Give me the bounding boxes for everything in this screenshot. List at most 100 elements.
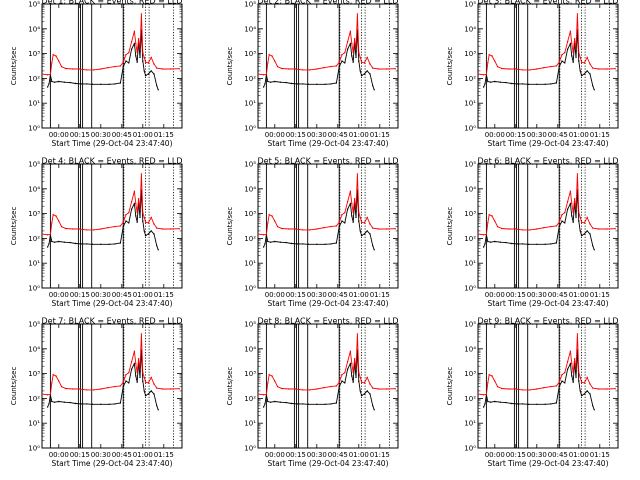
data-point-events <box>142 220 144 222</box>
data-point-events <box>142 60 144 62</box>
data-point-lld <box>487 382 489 384</box>
data-point-lld <box>586 56 588 59</box>
data-point-lld <box>346 41 349 43</box>
data-point-lld <box>580 61 583 63</box>
data-point-events <box>484 243 486 245</box>
x-axis-label: Start Time (29-Oct-04 23:47:40) <box>51 459 172 468</box>
data-point-lld <box>281 67 283 70</box>
x-tick-label: 01:15 <box>370 451 390 459</box>
data-point-events <box>578 60 580 62</box>
data-point-lld <box>133 30 136 32</box>
x-axis-label: Start Time (29-Oct-04 23:47:40) <box>487 299 608 308</box>
x-tick-label: 00:45 <box>328 451 348 459</box>
data-point-lld <box>482 74 485 76</box>
y-tick-label: 10⁵ <box>464 1 476 9</box>
data-point-events <box>335 402 338 404</box>
data-point-lld <box>55 55 57 57</box>
data-point-events <box>360 74 363 77</box>
data-point-lld <box>344 211 346 214</box>
y-tick-label: 10⁵ <box>244 321 256 329</box>
data-point-events <box>114 83 116 85</box>
data-point-lld <box>508 388 510 390</box>
x-tick-label: 00:30 <box>307 291 327 299</box>
x-tick-label: 00:00 <box>485 291 505 299</box>
data-point-lld <box>363 382 366 384</box>
x-axis-label: Start Time (29-Oct-04 23:47:40) <box>51 299 172 308</box>
panel-title: Det 4: BLACK = Events, RED = LLD <box>42 157 183 166</box>
data-point-lld <box>122 381 124 383</box>
data-point-lld <box>130 361 133 363</box>
data-point-lld <box>144 381 147 383</box>
data-point-lld <box>42 73 43 75</box>
data-point-events <box>133 43 136 45</box>
y-tick-label: 10² <box>28 395 40 403</box>
data-point-events <box>122 385 124 388</box>
y-tick-label: 10⁴ <box>28 25 40 33</box>
data-point-events <box>359 390 361 392</box>
data-point-events <box>46 86 49 88</box>
data-point-events <box>355 376 357 379</box>
data-point-lld <box>128 51 130 54</box>
data-point-events <box>108 83 110 86</box>
x-tick-label: 00:15 <box>286 131 306 139</box>
data-point-events <box>100 403 102 405</box>
data-point-lld <box>274 60 276 62</box>
data-point-lld <box>309 389 311 391</box>
data-point-lld <box>161 388 164 390</box>
y-tick-label: 10⁰ <box>464 125 476 133</box>
y-axis-label: Counts/sec <box>226 47 234 86</box>
data-point-events <box>290 402 293 405</box>
data-point-lld <box>494 220 496 222</box>
data-point-lld <box>135 203 137 205</box>
data-point-lld <box>119 65 122 67</box>
data-point-events <box>147 233 150 235</box>
data-point-lld <box>571 203 573 205</box>
data-point-lld <box>271 55 273 57</box>
data-point-lld <box>93 229 95 231</box>
data-point-events <box>74 402 77 405</box>
data-point-lld <box>349 190 352 192</box>
data-point-lld <box>360 221 363 223</box>
data-point-lld <box>575 208 577 210</box>
x-tick-label: 01:15 <box>154 131 174 139</box>
data-point-events <box>522 83 524 85</box>
data-point-events <box>572 221 574 223</box>
data-point-events <box>274 80 276 83</box>
data-point-events <box>135 215 137 217</box>
data-point-lld <box>170 388 172 390</box>
y-tick-label: 10² <box>464 395 476 403</box>
data-point-lld <box>125 54 127 56</box>
x-tick-label: 01:00 <box>133 131 153 139</box>
data-point-lld <box>143 216 145 219</box>
data-point-events <box>352 221 354 223</box>
data-point-events <box>135 55 137 57</box>
panel-title: Det 6: BLACK = Events, RED = LLD <box>478 157 619 166</box>
y-tick-label: 10³ <box>28 210 40 218</box>
data-point-events <box>153 393 155 395</box>
x-tick-label: 01:00 <box>569 451 589 459</box>
data-point-lld <box>136 371 138 374</box>
data-point-lld <box>72 68 74 70</box>
data-point-lld <box>60 65 63 68</box>
data-point-events <box>267 240 269 243</box>
x-tick-label: 00:00 <box>49 291 69 299</box>
y-tick-label: 10³ <box>244 210 256 218</box>
data-point-events <box>147 73 150 75</box>
data-point-lld <box>130 201 133 203</box>
data-point-lld <box>561 54 563 56</box>
data-point-events <box>114 403 116 405</box>
data-point-lld <box>265 73 268 76</box>
data-point-events <box>302 243 304 245</box>
data-point-lld <box>295 388 297 390</box>
data-point-lld <box>356 173 359 175</box>
series-line-events <box>483 189 595 250</box>
x-tick-label: 00:45 <box>328 131 348 139</box>
data-point-events <box>555 402 558 404</box>
data-point-lld <box>276 225 279 228</box>
data-point-lld <box>349 30 352 32</box>
data-point-lld <box>515 228 517 230</box>
data-point-events <box>351 215 353 217</box>
data-point-events <box>150 70 152 72</box>
data-point-lld <box>114 385 116 388</box>
data-point-lld <box>564 211 566 214</box>
